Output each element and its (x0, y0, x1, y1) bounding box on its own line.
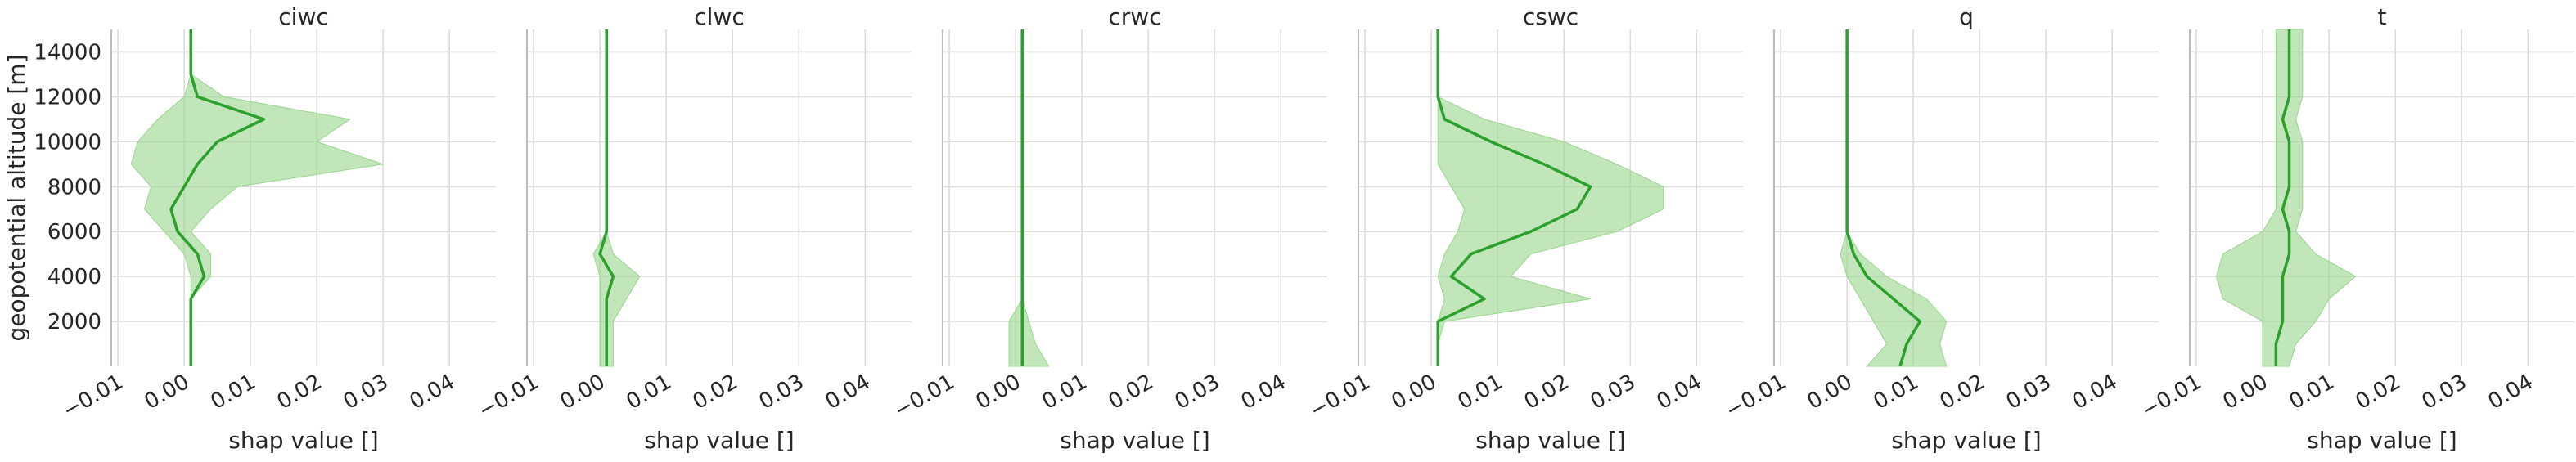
x-tick-label: 0.00 (972, 370, 1025, 415)
x-tick-label: 0.01 (207, 370, 260, 415)
panel-title: cswc (1523, 3, 1578, 30)
x-tick-label: 0.03 (1587, 370, 1640, 415)
x-tick-label: 0.00 (556, 370, 610, 415)
x-tick-label: 0.03 (340, 370, 393, 415)
quantile-band (1008, 29, 1050, 367)
x-tick-label: 0.01 (623, 370, 676, 415)
x-tick-label: 0.01 (2286, 370, 2339, 415)
median-line (1845, 29, 1922, 367)
x-tick-label: 0.02 (1936, 370, 1989, 415)
x-tick-label: 0.00 (1804, 370, 1857, 415)
x-tick-label: 0.01 (1038, 370, 1092, 415)
y-tick-label: 6000 (47, 220, 101, 244)
y-tick-label: 14000 (34, 40, 101, 65)
x-axis-label: shap value [] (2307, 427, 2457, 454)
x-tick-label: 0.04 (406, 370, 459, 415)
quantile-band (1840, 29, 1948, 367)
x-axis-label: shap value [] (1891, 427, 2041, 454)
x-axis-label: shap value [] (644, 427, 794, 454)
x-axis-label: shap value [] (228, 427, 378, 454)
panel-title: crwc (1108, 3, 1161, 30)
panel-title: t (2378, 3, 2387, 30)
x-tick-label: −0.01 (1306, 370, 1375, 424)
x-tick-label: −0.01 (1722, 370, 1790, 424)
x-tick-label: 0.04 (2484, 370, 2538, 415)
x-tick-label: −0.01 (890, 370, 959, 424)
y-tick-label: 8000 (47, 175, 101, 200)
x-tick-label: 0.04 (1237, 370, 1290, 415)
median-line (598, 29, 615, 366)
x-tick-label: 0.02 (689, 370, 742, 415)
y-tick-label: 10000 (34, 130, 101, 155)
y-tick-label: 4000 (47, 265, 101, 289)
x-tick-label: −0.01 (59, 370, 128, 424)
x-tick-label: 0.04 (822, 370, 875, 415)
x-tick-label: 0.02 (1520, 370, 1574, 415)
x-tick-label: 0.03 (1171, 370, 1224, 415)
x-tick-label: 0.04 (1653, 370, 1706, 415)
y-tick-label: 12000 (34, 85, 101, 110)
x-tick-label: 0.01 (1454, 370, 1507, 415)
panel-title: ciwc (278, 3, 328, 30)
median-line (1436, 29, 1592, 366)
y-axis-label: geopotential altitude [m] (3, 54, 30, 341)
quantile-band (130, 29, 384, 366)
x-tick-label: 0.00 (2219, 370, 2272, 415)
x-tick-label: 0.01 (1870, 370, 1923, 415)
x-tick-label: 0.02 (273, 370, 327, 415)
x-axis-label: shap value [] (1060, 427, 1209, 454)
panel-title: q (1959, 3, 1974, 30)
median-line (2274, 29, 2291, 366)
x-tick-label: 0.00 (141, 370, 194, 415)
x-tick-label: 0.02 (1105, 370, 1158, 415)
panel-title: clwc (694, 3, 744, 30)
x-tick-label: 0.03 (2002, 370, 2056, 415)
x-tick-label: 0.00 (1388, 370, 1441, 415)
x-tick-label: −0.01 (2137, 370, 2206, 424)
x-tick-label: 0.02 (2352, 370, 2405, 415)
y-tick-label: 2000 (47, 310, 101, 334)
x-tick-label: 0.03 (2418, 370, 2471, 415)
x-tick-label: −0.01 (475, 370, 543, 424)
x-tick-label: 0.04 (2069, 370, 2122, 415)
quantile-band (1437, 29, 1664, 366)
x-axis-label: shap value [] (1475, 427, 1625, 454)
median-line (169, 29, 266, 366)
x-tick-label: 0.03 (755, 370, 808, 415)
